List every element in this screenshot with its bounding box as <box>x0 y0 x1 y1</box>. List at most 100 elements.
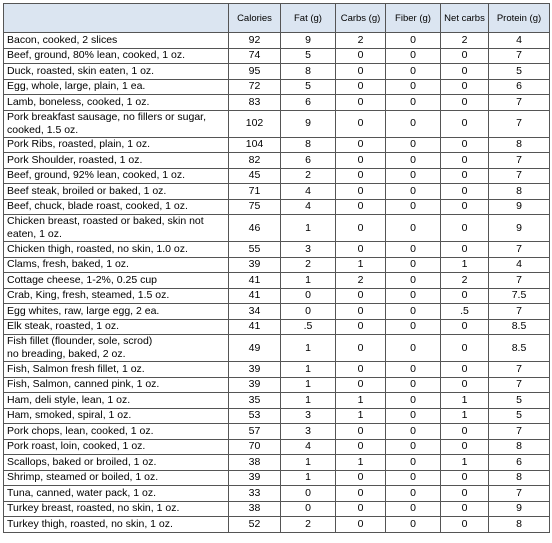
header-cell: Carbs (g) <box>335 3 386 33</box>
nutrient-value: 6 <box>488 78 550 95</box>
nutrient-value: 1 <box>280 454 336 471</box>
nutrient-value: 0 <box>440 334 489 362</box>
nutrient-value: 2 <box>280 256 336 273</box>
nutrient-value: 41 <box>228 287 281 304</box>
nutrient-value: 2 <box>440 32 489 49</box>
food-name: Egg, whole, large, plain, 1 ea. <box>3 78 229 95</box>
nutrient-value: 3 <box>280 407 336 424</box>
nutrient-value: 104 <box>228 136 281 153</box>
nutrient-value: 53 <box>228 407 281 424</box>
nutrient-value: 0 <box>335 334 386 362</box>
nutrient-value: 8 <box>280 136 336 153</box>
nutrient-value: 0 <box>385 136 441 153</box>
nutrient-value: 102 <box>228 109 281 138</box>
nutrient-value: 0 <box>385 454 441 471</box>
nutrient-value: 6 <box>488 454 550 471</box>
nutrient-value: 7 <box>488 423 550 440</box>
nutrient-value: 2 <box>335 32 386 49</box>
nutrient-value: 3 <box>280 423 336 440</box>
nutrient-value: 92 <box>228 32 281 49</box>
table-row: Pork Shoulder, roasted, 1 oz. 82 6 0 0 0 7 <box>3 152 550 169</box>
food-name: Pork Shoulder, roasted, 1 oz. <box>3 152 229 169</box>
nutrient-value: 39 <box>228 361 281 378</box>
nutrient-value: 82 <box>228 152 281 169</box>
food-name: Shrimp, steamed or boiled, 1 oz. <box>3 469 229 486</box>
nutrient-value: 34 <box>228 303 281 320</box>
table-row: Beef, ground, 80% lean, cooked, 1 oz. 74 5… <box>3 47 550 64</box>
food-name: Ham, deli style, lean, 1 oz. <box>3 392 229 409</box>
nutrient-value: 0 <box>385 361 441 378</box>
table-row: Cottage cheese, 1-2%, 0.25 cup 41 1 2 0 2 7 <box>3 272 550 289</box>
nutrient-value: 0 <box>440 78 489 95</box>
nutrient-value: 0 <box>385 183 441 200</box>
nutrient-value: 41 <box>228 272 281 289</box>
header-cell <box>3 3 229 33</box>
table-row: Beef steak, broiled or baked, 1 oz. 71 4 0 0… <box>3 183 550 200</box>
nutrient-value: 1 <box>440 454 489 471</box>
nutrient-value: 0 <box>440 241 489 258</box>
nutrient-value: 0 <box>440 516 489 533</box>
nutrient-value: 0 <box>335 438 386 455</box>
nutrient-value: 0 <box>385 287 441 304</box>
nutrient-value: 0 <box>335 63 386 80</box>
table-row: Pork breakfast sausage, no fillers or su… <box>3 109 550 138</box>
nutrient-value: 9 <box>280 109 336 138</box>
table-row: Fish, Salmon fresh fillet, 1 oz. 39 1 0 0 0 7 <box>3 361 550 378</box>
nutrient-value: 49 <box>228 334 281 362</box>
nutrient-value: 0 <box>385 214 441 242</box>
nutrient-value: 0 <box>385 376 441 393</box>
nutrient-value: 0 <box>440 438 489 455</box>
nutrient-value: 4 <box>488 256 550 273</box>
nutrient-value: 4 <box>280 438 336 455</box>
nutrient-value: 3 <box>280 241 336 258</box>
nutrient-value: 9 <box>488 500 550 517</box>
nutrient-value: 7 <box>488 47 550 64</box>
nutrient-value: 0 <box>385 78 441 95</box>
food-name: Beef, chuck, blade roast, cooked, 1 oz. <box>3 198 229 215</box>
table-row: Bacon, cooked, 2 slices 92 9 2 0 2 4 <box>3 32 550 49</box>
nutrient-value: 0 <box>440 183 489 200</box>
nutrient-value: 33 <box>228 485 281 502</box>
nutrient-value: 0 <box>335 136 386 153</box>
food-name: Turkey breast, roasted, no skin, 1 oz. <box>3 500 229 517</box>
nutrient-value: 0 <box>335 94 386 111</box>
nutrient-value: 8 <box>280 63 336 80</box>
nutrient-value: 7 <box>488 109 550 138</box>
nutrient-value: 9 <box>488 198 550 215</box>
nutrient-value: 0 <box>385 32 441 49</box>
header-cell: Protein (g) <box>488 3 550 33</box>
nutrient-value: 5 <box>488 407 550 424</box>
nutrient-value: 0 <box>385 241 441 258</box>
nutrient-value: 0 <box>385 272 441 289</box>
nutrient-value: 7 <box>488 241 550 258</box>
nutrient-value: 0 <box>385 198 441 215</box>
nutrient-value: 8 <box>488 516 550 533</box>
nutrient-value: 0 <box>385 47 441 64</box>
food-name: Fish, Salmon fresh fillet, 1 oz. <box>3 361 229 378</box>
nutrient-value: 7 <box>488 485 550 502</box>
nutrient-value: 0 <box>385 152 441 169</box>
nutrient-value: 0 <box>335 109 386 138</box>
nutrient-value: 0 <box>335 469 386 486</box>
nutrient-value: 0 <box>385 303 441 320</box>
nutrient-value: 5 <box>280 78 336 95</box>
nutrient-value: 1 <box>280 361 336 378</box>
table-row: Pork roast, loin, cooked, 1 oz. 70 4 0 0 0 8 <box>3 438 550 455</box>
nutrient-value: 0 <box>440 94 489 111</box>
food-name: Clams, fresh, baked, 1 oz. <box>3 256 229 273</box>
nutrient-value: 0 <box>440 469 489 486</box>
nutrient-value: 0 <box>385 167 441 184</box>
food-name: Scallops, baked or broiled, 1 oz. <box>3 454 229 471</box>
nutrient-value: 8 <box>488 469 550 486</box>
table-row: Beef, ground, 92% lean, cooked, 1 oz. 45 2… <box>3 167 550 184</box>
nutrient-value: 38 <box>228 454 281 471</box>
nutrient-value: 1 <box>335 454 386 471</box>
table-row: Pork chops, lean, cooked, 1 oz. 57 3 0 0 0 7 <box>3 423 550 440</box>
table-row: Turkey thigh, roasted, no skin, 1 oz. 52 2… <box>3 516 550 533</box>
nutrient-value: 95 <box>228 63 281 80</box>
nutrient-value: 45 <box>228 167 281 184</box>
food-name: Pork breakfast sausage, no fillers or su… <box>3 109 229 138</box>
nutrient-value: 0 <box>280 500 336 517</box>
nutrient-value: 0 <box>335 152 386 169</box>
